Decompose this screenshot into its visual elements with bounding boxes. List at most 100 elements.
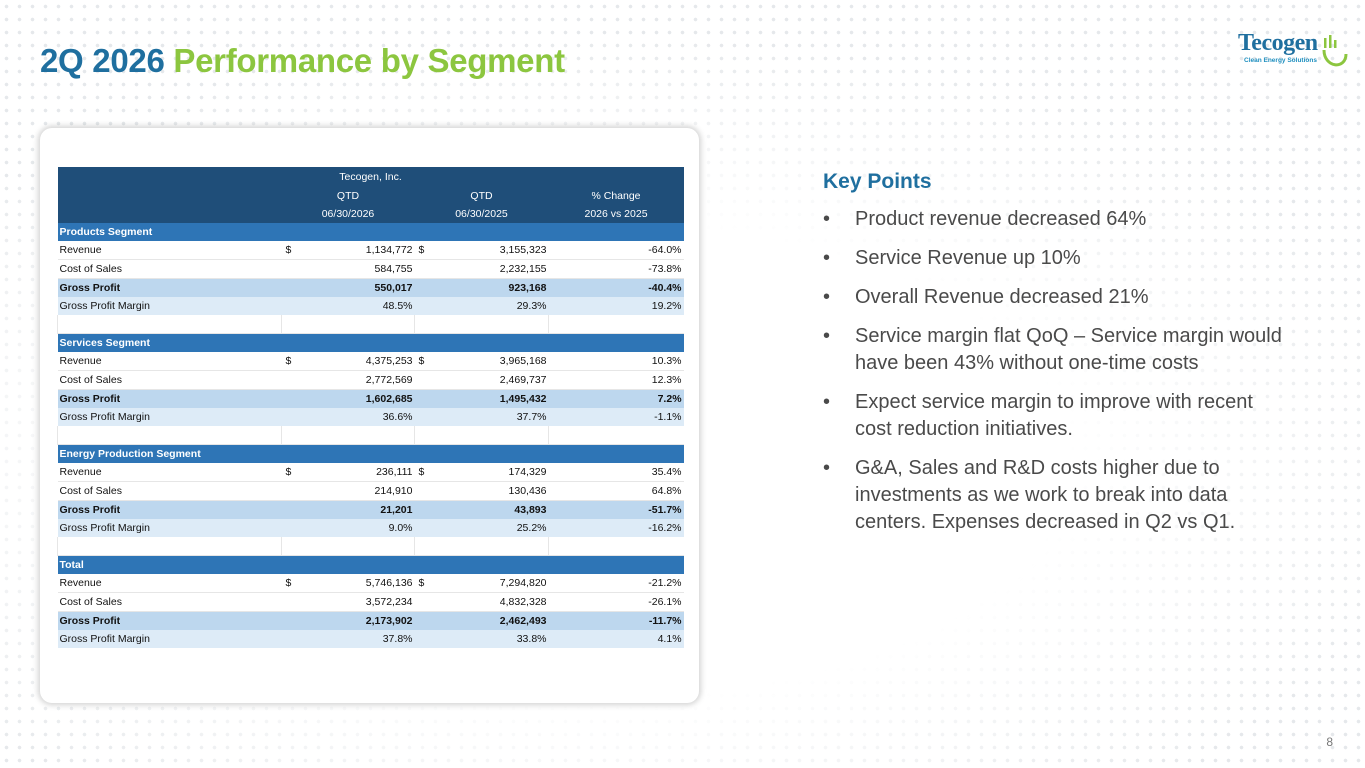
- table-column-header: QTD 06/30/2026 QTD 06/30/2025 % Change 2026…: [57, 187, 684, 223]
- cost-of-sales-row: Cost of Sales 584,755 2,232,155 -73.8%: [57, 259, 684, 279]
- currency-symbol: $: [285, 577, 292, 589]
- logo-wordmark: Tecogen: [1238, 30, 1318, 56]
- revenue-prior: $3,155,323: [414, 241, 549, 260]
- gross-profit-current: 21,201: [281, 500, 415, 519]
- revenue-change: 35.4%: [548, 463, 684, 482]
- key-points-title: Key Points: [823, 170, 932, 193]
- key-point-text: Product revenue decreased 64%: [855, 208, 1147, 230]
- key-point-item: • Expect service margin to improve with r…: [823, 389, 1293, 443]
- gross-profit-margin-row: Gross Profit Margin 37.8% 33.8% 4.1%: [57, 630, 684, 648]
- row-label: Cost of Sales: [57, 481, 282, 501]
- revenue-current: $236,111: [281, 463, 415, 482]
- cost-of-sales-row: Cost of Sales 2,772,569 2,469,737 12.3%: [57, 370, 684, 390]
- bullet-icon: •: [823, 286, 831, 308]
- column-header-change: % Change 2026 vs 2025: [548, 187, 684, 223]
- spacer-row: [57, 426, 684, 445]
- gross-profit-prior: 43,893: [414, 500, 549, 519]
- key-point-text: G&A, Sales and R&D costs higher due to i…: [855, 457, 1236, 533]
- gross-profit-margin-prior: 25.2%: [414, 519, 549, 537]
- cost-of-sales-current: 584,755: [281, 259, 415, 279]
- gross-profit-change: -40.4%: [548, 278, 684, 297]
- company-name: Tecogen, Inc.: [57, 167, 684, 187]
- gross-profit-margin-prior: 33.8%: [414, 630, 549, 648]
- segment-header-row: Products Segment: [57, 223, 684, 241]
- page-title: 2Q 2026 Performance by Segment: [40, 42, 565, 80]
- revenue-row: Revenue $4,375,253 $3,965,168 10.3%: [57, 352, 684, 371]
- row-label: Cost of Sales: [57, 259, 282, 279]
- cost-of-sales-current: 2,772,569: [281, 370, 415, 390]
- column-header-current: QTD 06/30/2026: [281, 187, 415, 223]
- gross-profit-margin-prior: 29.3%: [414, 297, 549, 315]
- segment-header-row: Energy Production Segment: [57, 444, 684, 463]
- revenue-change: -21.2%: [548, 574, 684, 593]
- row-label: Revenue: [57, 574, 282, 593]
- cost-of-sales-current: 214,910: [281, 481, 415, 501]
- row-label: Revenue: [57, 352, 282, 371]
- gross-profit-margin-current: 9.0%: [281, 519, 415, 537]
- gross-profit-prior: 2,462,493: [414, 611, 549, 630]
- row-label: Gross Profit: [57, 389, 282, 408]
- key-point-item: • Service Revenue up 10%: [823, 245, 1293, 272]
- key-point-item: • Overall Revenue decreased 21%: [823, 284, 1293, 311]
- revenue-row: Revenue $5,746,136 $7,294,820 -21.2%: [57, 574, 684, 593]
- cost-of-sales-prior: 2,469,737: [414, 370, 549, 390]
- cost-of-sales-change: -26.1%: [548, 592, 684, 612]
- currency-symbol: $: [285, 244, 292, 256]
- currency-symbol: $: [418, 577, 425, 589]
- revenue-current: $1,134,772: [281, 241, 415, 260]
- revenue-row: Revenue $236,111 $174,329 35.4%: [57, 463, 684, 482]
- row-label: Revenue: [57, 463, 282, 482]
- segment-header-row: Total: [57, 555, 684, 574]
- page-number: 8: [1326, 735, 1333, 749]
- segment-name: Products Segment: [57, 223, 684, 241]
- row-label: Gross Profit Margin: [57, 297, 282, 315]
- gross-profit-change: -51.7%: [548, 500, 684, 519]
- revenue-row: Revenue $1,134,772 $3,155,323 -64.0%: [57, 241, 684, 260]
- key-point-item: • G&A, Sales and R&D costs higher due to …: [823, 455, 1293, 536]
- cost-of-sales-change: 12.3%: [548, 370, 684, 390]
- cost-of-sales-prior: 2,232,155: [414, 259, 549, 279]
- logo-leaf-icon: [1322, 35, 1348, 67]
- revenue-prior: $7,294,820: [414, 574, 549, 593]
- gross-profit-margin-row: Gross Profit Margin 36.6% 37.7% -1.1%: [57, 408, 684, 426]
- row-label: Revenue: [57, 241, 282, 260]
- key-point-text: Service Revenue up 10%: [855, 247, 1081, 269]
- gross-profit-margin-current: 37.8%: [281, 630, 415, 648]
- segment-performance-table: Tecogen, Inc. QTD 06/30/2026 QTD 06/30/202…: [57, 167, 684, 648]
- row-label: Gross Profit: [57, 500, 282, 519]
- cost-of-sales-change: -73.8%: [548, 259, 684, 279]
- cost-of-sales-change: 64.8%: [548, 481, 684, 501]
- gross-profit-row: Gross Profit 2,173,902 2,462,493 -11.7%: [57, 611, 684, 630]
- row-label: Gross Profit Margin: [57, 519, 282, 537]
- bullet-icon: •: [823, 247, 831, 269]
- gross-profit-current: 550,017: [281, 278, 415, 297]
- currency-symbol: $: [285, 355, 292, 367]
- gross-profit-margin-current: 48.5%: [281, 297, 415, 315]
- revenue-current: $4,375,253: [281, 352, 415, 371]
- gross-profit-row: Gross Profit 21,201 43,893 -51.7%: [57, 500, 684, 519]
- column-header-prior: QTD 06/30/2025: [414, 187, 549, 223]
- row-label: Gross Profit Margin: [57, 630, 282, 648]
- segment-header-row: Services Segment: [57, 333, 684, 352]
- gross-profit-margin-row: Gross Profit Margin 48.5% 29.3% 19.2%: [57, 297, 684, 315]
- currency-symbol: $: [418, 355, 425, 367]
- gross-profit-change: -11.7%: [548, 611, 684, 630]
- revenue-change: 10.3%: [548, 352, 684, 371]
- gross-profit-margin-current: 36.6%: [281, 408, 415, 426]
- spacer-row: [57, 537, 684, 556]
- bullet-icon: •: [823, 391, 831, 413]
- revenue-prior: $174,329: [414, 463, 549, 482]
- key-point-text: Expect service margin to improve with re…: [855, 391, 1253, 440]
- page-title-period: 2Q 2026: [40, 42, 165, 79]
- currency-symbol: $: [285, 466, 292, 478]
- revenue-current: $5,746,136: [281, 574, 415, 593]
- page-title-subject: Performance by Segment: [173, 42, 565, 79]
- gross-profit-margin-change: -1.1%: [548, 408, 684, 426]
- key-point-item: • Service margin flat QoQ – Service margi…: [823, 323, 1293, 377]
- gross-profit-margin-change: 19.2%: [548, 297, 684, 315]
- row-label: Cost of Sales: [57, 592, 282, 612]
- gross-profit-margin-row: Gross Profit Margin 9.0% 25.2% -16.2%: [57, 519, 684, 537]
- gross-profit-prior: 923,168: [414, 278, 549, 297]
- currency-symbol: $: [418, 466, 425, 478]
- revenue-change: -64.0%: [548, 241, 684, 260]
